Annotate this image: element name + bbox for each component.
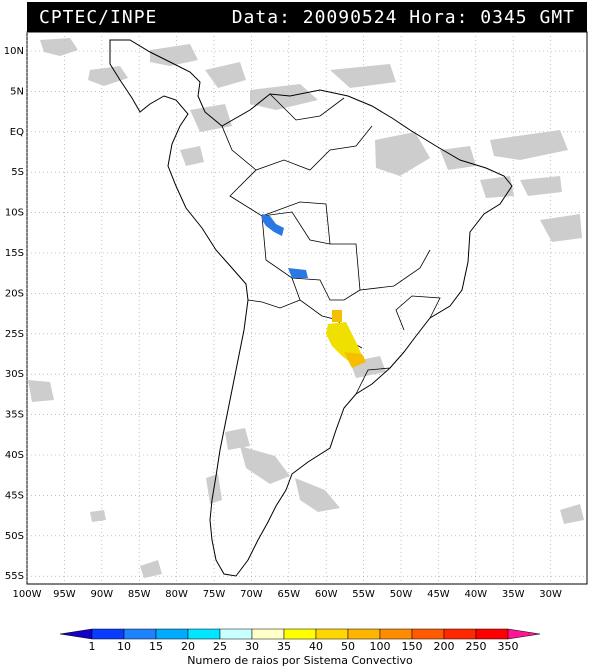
latitude-label: 15S bbox=[5, 248, 24, 259]
cell-blue-2 bbox=[288, 268, 308, 278]
cell-yellow-1 bbox=[326, 322, 362, 362]
latitude-label: 5S bbox=[11, 167, 24, 178]
colorbar-segment bbox=[443, 628, 477, 640]
colorbar-segment bbox=[507, 628, 541, 640]
colorbar-label: 200 bbox=[434, 640, 455, 653]
colorbar-label: 15 bbox=[149, 640, 163, 653]
cell-blue-1 bbox=[262, 214, 284, 236]
lightning-map: 10N5NEQ5S10S15S20S25S30S35S40S45S50S55S … bbox=[4, 31, 588, 600]
longitude-label: 55W bbox=[352, 589, 375, 600]
graticule bbox=[26, 32, 587, 584]
colorbar bbox=[59, 628, 541, 640]
longitude-labels: 100W 95W 90W 85W 80W 75W 70W 65W 60W 55W 50W 45W 40W… bbox=[13, 589, 563, 600]
colorbar-label: 25 bbox=[213, 640, 227, 653]
latitude-labels: 10N 5N EQ 5S 10S 15S 20S 25S 30S 35S 40S 45S 50S 55S bbox=[4, 46, 24, 582]
cell-orange-1 bbox=[332, 310, 342, 322]
colorbar-segment bbox=[91, 628, 125, 640]
longitude-label: 70W bbox=[240, 589, 263, 600]
colorbar-label: 50 bbox=[341, 640, 355, 653]
colorbar-label: 20 bbox=[181, 640, 195, 653]
colorbar-segment bbox=[283, 628, 317, 640]
colorbar-segment bbox=[251, 628, 285, 640]
colorbar-segment bbox=[59, 628, 93, 640]
longitude-label: 30W bbox=[539, 589, 562, 600]
latitude-label: 10N bbox=[4, 46, 24, 57]
latitude-label: 25S bbox=[5, 329, 24, 340]
colorbar-label: 100 bbox=[370, 640, 391, 653]
colorbar-label: 150 bbox=[402, 640, 423, 653]
longitude-label: 35W bbox=[502, 589, 525, 600]
colorbar-segment bbox=[219, 628, 253, 640]
colorbar-label: 1 bbox=[89, 640, 96, 653]
latitude-label: 55S bbox=[5, 571, 24, 582]
latitude-label: 35S bbox=[5, 410, 24, 421]
colorbar-label: 10 bbox=[117, 640, 131, 653]
cloud-cover bbox=[28, 38, 584, 578]
colorbar-label: 350 bbox=[498, 640, 519, 653]
latitude-label: 50S bbox=[5, 531, 24, 542]
convective-cells bbox=[262, 214, 366, 368]
longitude-label: 40W bbox=[464, 589, 487, 600]
colorbar-segment bbox=[347, 628, 381, 640]
source-label: CPTEC/INPE bbox=[39, 6, 158, 28]
longitude-label: 90W bbox=[90, 589, 113, 600]
longitude-label: 60W bbox=[315, 589, 338, 600]
colorbar-label: 30 bbox=[245, 640, 259, 653]
longitude-label: 45W bbox=[427, 589, 450, 600]
colorbar-label: 35 bbox=[277, 640, 291, 653]
legend-title: Numero de raios por Sistema Convectivo bbox=[187, 654, 413, 667]
map-header: CPTEC/INPE Data: 20090524 Hora: 0345 GMT bbox=[27, 2, 587, 32]
longitude-label: 65W bbox=[277, 589, 300, 600]
south-america-outline bbox=[109, 39, 513, 577]
longitude-label: 95W bbox=[53, 589, 76, 600]
colorbar-label: 40 bbox=[309, 640, 323, 653]
colorbar-segment bbox=[411, 628, 445, 640]
colorbar-segment bbox=[475, 628, 509, 640]
colorbar-segment bbox=[187, 628, 221, 640]
latitude-label: 5N bbox=[10, 86, 24, 97]
longitude-label: 50W bbox=[390, 589, 413, 600]
longitude-label: 85W bbox=[128, 589, 151, 600]
colorbar-segment bbox=[123, 628, 157, 640]
colorbar-segment bbox=[155, 628, 189, 640]
latitude-label: 40S bbox=[5, 450, 24, 461]
cell-orange-2 bbox=[344, 352, 366, 368]
latitude-label: EQ bbox=[10, 127, 24, 138]
colorbar-segment bbox=[379, 628, 413, 640]
colorbar-segment bbox=[315, 628, 349, 640]
datetime-label: Data: 20090524 Hora: 0345 GMT bbox=[231, 6, 575, 28]
longitude-label: 80W bbox=[165, 589, 188, 600]
latitude-label: 10S bbox=[5, 208, 24, 219]
country-borders bbox=[221, 93, 441, 395]
longitude-label: 100W bbox=[13, 589, 42, 600]
latitude-label: 20S bbox=[5, 288, 24, 299]
colorbar-label: 250 bbox=[466, 640, 487, 653]
colorbar-labels: 1 10 15 20 25 30 35 40 50 100 150 200 250 350 bbox=[89, 640, 519, 653]
longitude-label: 75W bbox=[203, 589, 226, 600]
latitude-label: 30S bbox=[5, 369, 24, 380]
latitude-label: 45S bbox=[5, 490, 24, 501]
